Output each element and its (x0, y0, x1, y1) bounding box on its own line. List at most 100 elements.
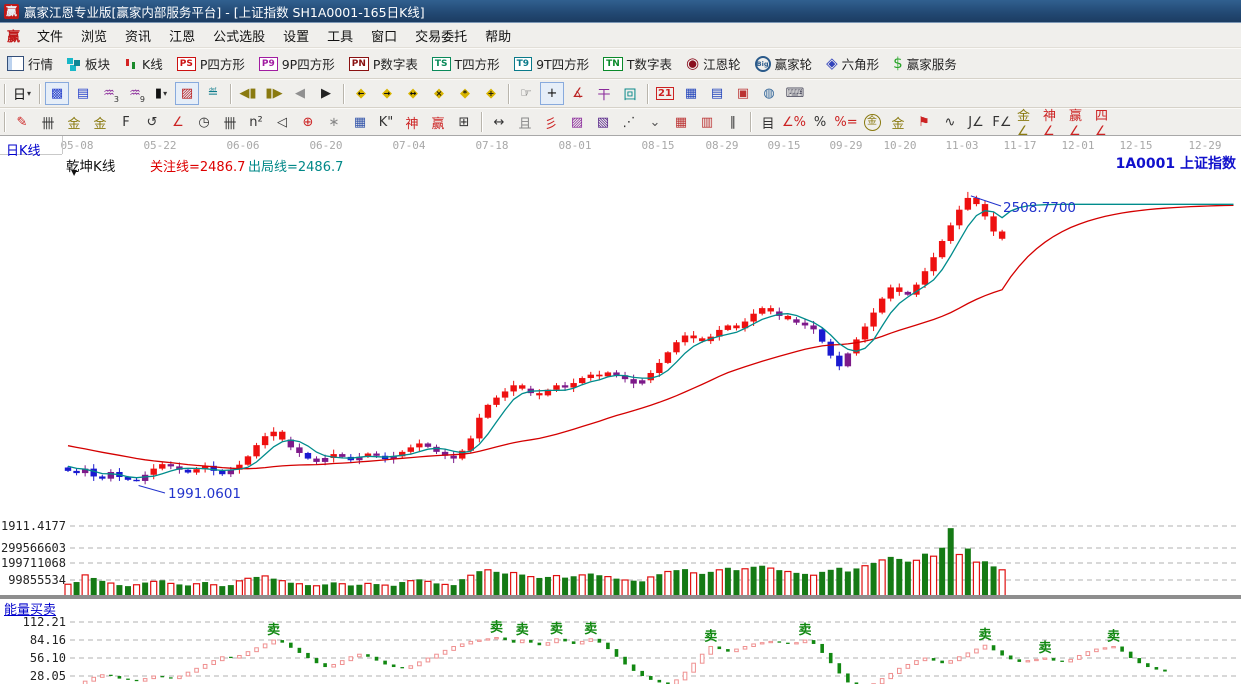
nav-icon-3-0[interactable]: ◆ ← (356, 86, 366, 101)
nav-icon-3-1[interactable]: ◆ → (382, 86, 392, 101)
kline-type-dropdown[interactable]: 乾坤K线 ▼ (66, 155, 115, 177)
draw-icon-2-6[interactable]: ⚑ (918, 114, 930, 130)
draw-icon-1-6[interactable]: ⌄ (649, 114, 661, 130)
draw-icon-0-16[interactable]: 赢 (431, 116, 445, 132)
nav-icon-1-2[interactable]: ♒ 3 (103, 86, 119, 104)
draw-icon-2-13[interactable]: 四∠ (1095, 109, 1109, 139)
draw-icon-2-10[interactable]: 金∠ (1017, 109, 1031, 139)
nav-icon-1-3[interactable]: ♒ 9 (129, 86, 145, 104)
nav-icon-3-5[interactable]: ◆ + (486, 86, 496, 101)
toolbar-button-T四方形[interactable]: TS T四方形 (425, 52, 507, 75)
draw-icon-2-9[interactable]: F∠ (992, 114, 1012, 130)
menu-item-设置[interactable]: 设置 (283, 29, 310, 45)
nav-icon-5-5[interactable]: ⌨ (785, 86, 805, 101)
draw-icon-0-15[interactable]: 神 (405, 116, 419, 132)
toolbar-button-9P四方形[interactable]: P9 9P四方形 (252, 52, 342, 75)
draw-icon-1-7[interactable]: ▦ (674, 114, 688, 130)
nav-icon-5-2[interactable]: ▤ (710, 86, 724, 101)
kline-chart-canvas[interactable]: 05-08 05-22 06-06 06-20 07-04 07-18 08-01 08-15… (0, 136, 1241, 684)
menu-item-交易委托[interactable]: 交易委托 (415, 29, 468, 45)
draw-icon-2-4[interactable]: 金 (860, 111, 884, 134)
draw-icon-2-8[interactable]: J∠ (968, 114, 984, 130)
draw-icon-0-0[interactable]: ✎ (16, 114, 28, 130)
toolbar-button-K线[interactable]: K线 (117, 52, 170, 75)
toolbar-button-江恩轮[interactable]: ◉ 江恩轮 (679, 52, 748, 75)
toolbar-button-六角形[interactable]: ◈ 六角形 (819, 52, 886, 75)
menu-item-公式选股[interactable]: 公式选股 (213, 29, 266, 45)
draw-icon-1-0[interactable]: ↔ (493, 114, 505, 130)
draw-icon-0-17[interactable]: ⊞ (458, 114, 470, 130)
nav-icon-5-3[interactable]: ▣ (736, 86, 750, 101)
menu-item-工具[interactable]: 工具 (327, 29, 354, 45)
window-titlebar[interactable]: 赢 赢家江恩专业版[赢家内部服务平台] - [上证指数 SH1A0001-165… (0, 0, 1241, 23)
draw-icon-2-1[interactable]: ∠% (782, 114, 807, 130)
toolbar-button-P四方形[interactable]: PS P四方形 (170, 52, 252, 75)
nav-icon-5-1[interactable]: ▦ (684, 86, 698, 101)
nav-icon-1-5[interactable]: ▨ (175, 82, 199, 105)
draw-icon-0-13[interactable]: ▦ (353, 114, 367, 130)
nav-icon-5-4[interactable]: ◍ (763, 86, 775, 101)
nav-icon-2-3[interactable]: ▶ (321, 86, 331, 101)
menu-item-窗口[interactable]: 窗口 (371, 29, 398, 45)
toolbar-button-T数字表[interactable]: TN T数字表 (596, 52, 679, 75)
nav-icon-3-3[interactable]: ◆ × (434, 86, 444, 101)
draw-icon-0-14[interactable]: K" (378, 114, 394, 130)
draw-icon-2-7[interactable]: ∿ (944, 114, 956, 130)
menu-item-资讯[interactable]: 资讯 (125, 29, 152, 45)
nav-icon-4-0[interactable]: ☞ (520, 86, 532, 101)
nav-icon-1-0[interactable]: ▩ (45, 82, 69, 105)
period-label[interactable]: 日K线 (6, 144, 41, 159)
draw-icon-1-9[interactable]: ∥ (729, 114, 737, 130)
draw-icon-1-4[interactable]: ▧ (596, 114, 610, 130)
draw-icon-0-2[interactable]: 金 (67, 116, 81, 132)
menu-item-浏览[interactable]: 浏览 (81, 29, 108, 45)
draw-icon-2-5[interactable]: 金 (891, 116, 905, 132)
nav-icon-4-1[interactable]: + (540, 82, 564, 105)
draw-icon-1-5[interactable]: ⋰ (622, 114, 636, 130)
draw-icon-0-5[interactable]: ↺ (146, 114, 158, 130)
draw-icon-1-2[interactable]: 彡 (544, 116, 558, 132)
toolbar-button-P数字表[interactable]: PN P数字表 (342, 52, 425, 75)
nav-icon-4-3[interactable]: 干 (597, 88, 611, 103)
draw-icon-0-1[interactable]: 卌 (41, 116, 55, 132)
draw-icon-0-6[interactable]: ∠ (172, 114, 184, 130)
nav-icon-4-2[interactable]: ∡ (572, 86, 584, 101)
draw-icon-0-11[interactable]: ⊕ (302, 114, 314, 130)
draw-icon-2-2[interactable]: % (813, 114, 827, 130)
draw-icon-0-9[interactable]: n² (249, 114, 263, 130)
nav-icon-4-4[interactable]: 回 (623, 88, 637, 103)
draw-icon-0-12[interactable]: ∗ (328, 114, 340, 130)
menu-item-帮助[interactable]: 帮助 (485, 29, 512, 45)
draw-icon-1-1[interactable]: 且 (518, 116, 532, 132)
toolbar-button-9T四方形[interactable]: T9 9T四方形 (507, 52, 597, 75)
menu-item-江恩[interactable]: 江恩 (169, 29, 196, 45)
draw-icon-2-3[interactable]: %= (834, 114, 858, 130)
draw-icon-0-8[interactable]: 卌 (223, 116, 237, 132)
nav-icon-2-2[interactable]: ◀ (295, 86, 305, 101)
nav-icon-0-0[interactable]: 日 ▾ (12, 88, 32, 103)
draw-icon-2-0[interactable]: 目 (761, 116, 775, 132)
toolbar-button-行情[interactable]: 行情 (0, 52, 60, 75)
nav-icon-2-1[interactable]: ▮▶ (265, 86, 283, 101)
oscillator-title[interactable]: 能量买卖 (4, 603, 57, 618)
menu-item-文件[interactable]: 文件 (37, 29, 64, 45)
toolbar-button-赢家轮[interactable]: Big 赢家轮 (748, 52, 820, 75)
nav-icon-3-4[interactable]: ◆ * (460, 86, 470, 101)
nav-icon-3-2[interactable]: ◆ ↔ (408, 86, 418, 101)
symbol-label[interactable]: 1A0001 上证指数 (1115, 156, 1236, 172)
nav-icon-1-1[interactable]: ▤ (76, 86, 90, 101)
nav-icon-5-0[interactable]: 21 (656, 87, 674, 100)
draw-icon-1-3[interactable]: ▨ (570, 114, 584, 130)
nav-icon-2-0[interactable]: ◀▮ (239, 86, 257, 101)
nav-icon-1-6[interactable]: ≝ (207, 86, 219, 101)
draw-icon-2-11[interactable]: 神∠ (1043, 109, 1057, 139)
draw-icon-2-12[interactable]: 赢∠ (1069, 109, 1083, 139)
draw-icon-1-8[interactable]: ▥ (700, 114, 714, 130)
nav-icon-1-4[interactable]: ▮ ▾ (154, 86, 168, 101)
toolbar-button-赢家服务[interactable]: $ 赢家服务 (886, 52, 964, 75)
toolbar-button-板块[interactable]: 板块 (60, 52, 117, 75)
draw-icon-0-10[interactable]: ◁ (277, 114, 287, 130)
draw-icon-0-7[interactable]: ◷ (198, 114, 210, 130)
draw-icon-0-4[interactable]: F (122, 114, 130, 130)
draw-icon-0-3[interactable]: 金 (93, 116, 107, 132)
